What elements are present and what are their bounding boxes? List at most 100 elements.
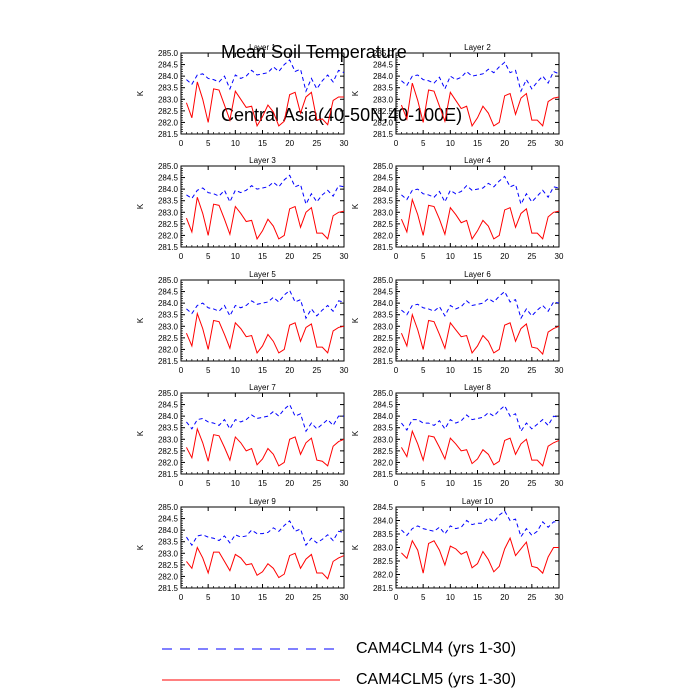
y-axis-label: K xyxy=(136,90,145,96)
x-tick-label: 5 xyxy=(206,593,211,602)
y-tick-label: 285.0 xyxy=(158,49,179,58)
x-tick-label: 15 xyxy=(473,593,482,602)
y-tick-label: 282.5 xyxy=(158,220,179,229)
x-tick-label: 5 xyxy=(421,252,426,261)
x-tick-label: 20 xyxy=(500,479,509,488)
series-line-cam4clm4 xyxy=(186,520,345,547)
series-line-cam4clm5 xyxy=(185,197,345,241)
x-tick-label: 10 xyxy=(231,593,240,602)
y-tick-label: 284.5 xyxy=(373,288,394,297)
y-tick-label: 284.5 xyxy=(158,401,179,410)
y-tick-label: 282.5 xyxy=(373,334,394,343)
x-tick-label: 0 xyxy=(179,139,184,148)
y-tick-label: 284.5 xyxy=(158,288,179,297)
legend: CAM4CLM4 (yrs 1-30) CAM4CLM5 (yrs 1-30) xyxy=(0,630,700,700)
y-tick-label: 282.0 xyxy=(158,118,179,127)
y-tick-label: 285.0 xyxy=(373,389,394,398)
y-tick-label: 283.0 xyxy=(158,208,179,217)
x-tick-label: 25 xyxy=(527,366,536,375)
y-tick-label: 281.5 xyxy=(373,243,394,252)
series-line-cam4clm4 xyxy=(186,59,345,93)
y-tick-label: 282.0 xyxy=(158,345,179,354)
y-tick-label: 282.0 xyxy=(373,231,394,240)
y-tick-label: 282.5 xyxy=(373,220,394,229)
main-title: Mean Soil Temperature Central Asia(40-50… xyxy=(221,0,462,147)
x-tick-label: 15 xyxy=(258,139,267,148)
x-tick-label: 5 xyxy=(421,366,426,375)
y-tick-label: 281.5 xyxy=(373,130,394,139)
y-tick-label: 281.5 xyxy=(158,130,179,139)
x-tick-label: 0 xyxy=(394,479,399,488)
x-tick-label: 10 xyxy=(231,252,240,261)
x-tick-label: 10 xyxy=(231,366,240,375)
y-tick-label: 285.0 xyxy=(158,389,179,398)
y-tick-label: 285.0 xyxy=(373,49,394,58)
plot-frame xyxy=(180,392,345,475)
series-line-cam4clm4 xyxy=(401,510,559,538)
y-tick-label: 281.5 xyxy=(158,243,179,252)
panel-title: Layer 2 xyxy=(464,43,491,52)
y-tick-label: 285.0 xyxy=(158,276,179,285)
series-line-cam4clm4 xyxy=(186,174,345,206)
x-tick-label: 25 xyxy=(527,252,536,261)
x-tick-label: 25 xyxy=(527,593,536,602)
x-tick-label: 30 xyxy=(555,252,564,261)
x-tick-label: 15 xyxy=(473,252,482,261)
plot-frame xyxy=(395,52,560,135)
x-tick-label: 0 xyxy=(179,366,184,375)
x-tick-label: 30 xyxy=(555,366,564,375)
x-tick-label: 10 xyxy=(231,139,240,148)
series-line-cam4clm4 xyxy=(186,289,345,320)
x-tick-label: 5 xyxy=(206,366,211,375)
plot-frame xyxy=(180,279,345,362)
x-tick-label: 5 xyxy=(421,593,426,602)
y-tick-label: 283.5 xyxy=(158,311,179,320)
y-tick-label: 282.0 xyxy=(373,345,394,354)
series-line-cam4clm5 xyxy=(401,536,559,575)
y-tick-label: 282.5 xyxy=(373,557,394,566)
y-tick-label: 282.0 xyxy=(373,118,394,127)
series-line-cam4clm4 xyxy=(401,175,560,206)
y-tick-label: 283.0 xyxy=(373,544,394,553)
y-tick-label: 283.0 xyxy=(373,208,394,217)
series-line-cam4clm5 xyxy=(400,197,560,241)
series-line-cam4clm4 xyxy=(401,404,560,433)
x-tick-label: 30 xyxy=(340,366,349,375)
x-tick-label: 20 xyxy=(285,593,294,602)
x-tick-label: 10 xyxy=(446,366,455,375)
y-tick-label: 281.5 xyxy=(158,584,179,593)
x-tick-label: 20 xyxy=(500,252,509,261)
y-tick-label: 284.5 xyxy=(373,174,394,183)
y-axis-label: K xyxy=(351,203,360,209)
y-axis-label: K xyxy=(136,430,145,436)
y-tick-label: 284.0 xyxy=(158,72,179,81)
x-tick-label: 10 xyxy=(446,593,455,602)
y-axis-label: K xyxy=(136,317,145,323)
series-line-cam4clm5 xyxy=(400,429,560,467)
legend-label-cam4clm4: CAM4CLM4 (yrs 1-30) xyxy=(356,640,517,657)
x-tick-label: 10 xyxy=(446,139,455,148)
x-tick-label: 5 xyxy=(206,479,211,488)
y-tick-label: 284.0 xyxy=(158,412,179,421)
x-tick-label: 25 xyxy=(527,139,536,148)
plot-frame xyxy=(180,165,345,248)
title-line-2: Central Asia(40-50N,40-100E) xyxy=(221,105,463,125)
panel-layer-3: Layer 3 K 281.5 282.0 282.5 283.0 283.5 284.0 28… xyxy=(136,156,349,261)
y-tick-label: 282.0 xyxy=(158,572,179,581)
y-tick-label: 284.5 xyxy=(373,503,394,512)
plot-frame xyxy=(395,506,560,589)
panel-layer-9: Layer 9 K 281.5 282.0 282.5 283.0 283.5 284.0 28… xyxy=(136,497,349,602)
y-tick-label: 282.5 xyxy=(158,334,179,343)
y-tick-label: 283.0 xyxy=(373,322,394,331)
y-tick-label: 285.0 xyxy=(158,162,179,171)
y-axis-label: K xyxy=(351,544,360,550)
x-tick-label: 25 xyxy=(312,479,321,488)
x-tick-label: 0 xyxy=(394,366,399,375)
x-tick-label: 30 xyxy=(340,252,349,261)
y-tick-label: 283.5 xyxy=(373,197,394,206)
y-tick-label: 284.0 xyxy=(373,412,394,421)
y-tick-label: 282.5 xyxy=(158,561,179,570)
panel-title: Layer 1 xyxy=(249,43,276,52)
series-line-cam4clm5 xyxy=(185,311,345,354)
